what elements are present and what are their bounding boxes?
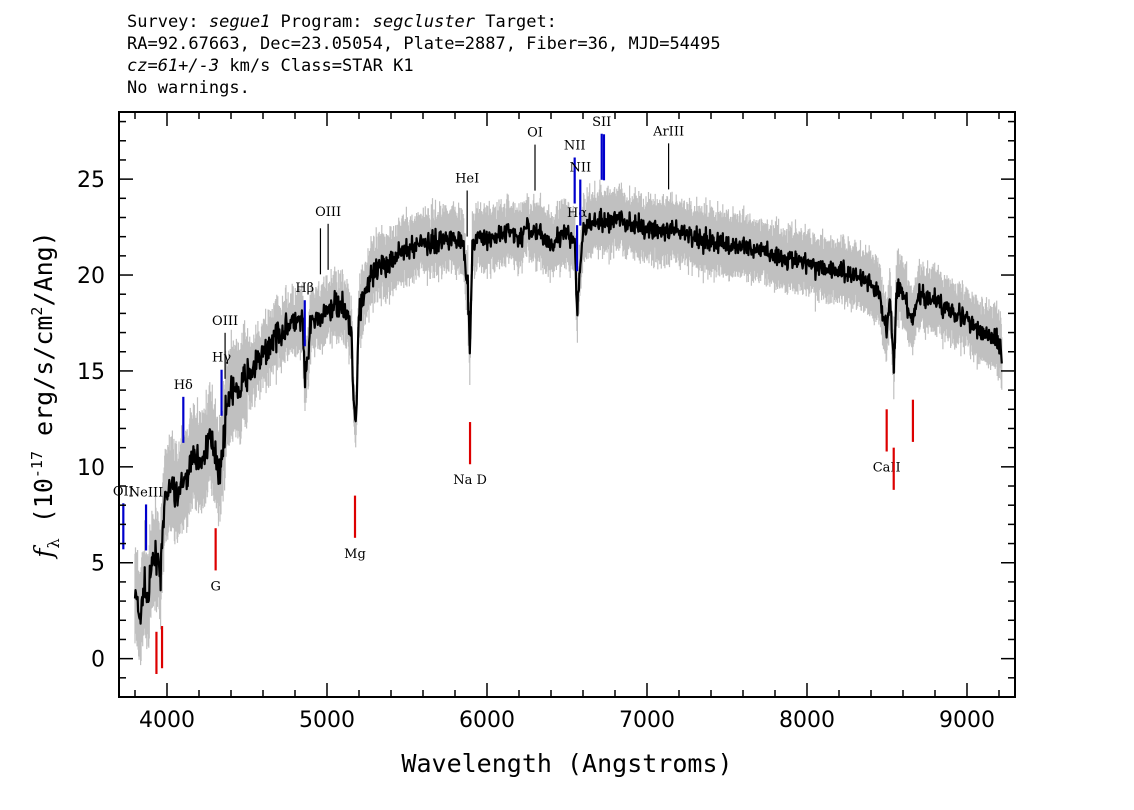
header-line-redshift: cz=61+/-3 km/s Class=STAR K1 bbox=[127, 55, 721, 77]
program-label: Program: bbox=[270, 12, 373, 32]
y-tick-label: 5 bbox=[91, 552, 105, 577]
y-tick-label: 0 bbox=[91, 648, 105, 673]
target-label: Target: bbox=[475, 12, 557, 32]
survey-label: Survey: bbox=[127, 12, 209, 32]
plot-frame bbox=[118, 111, 1016, 698]
header-line-survey: Survey: segue1 Program: segcluster Targe… bbox=[127, 11, 721, 33]
x-tick-label: 7000 bbox=[619, 708, 675, 733]
emission-line-label: SII bbox=[592, 115, 611, 130]
y-axis-label: fλ (10-17 erg/s/cm2/Ang) bbox=[28, 231, 63, 559]
x-tick-label: 5000 bbox=[299, 708, 355, 733]
emission-line-label: NII bbox=[564, 138, 586, 153]
emission-line-label: Hβ bbox=[295, 281, 314, 296]
emission-line-label: Hα bbox=[567, 206, 587, 221]
flux-series bbox=[133, 207, 1003, 625]
error-band bbox=[134, 179, 1003, 666]
spectrum-header: Survey: segue1 Program: segcluster Targe… bbox=[127, 11, 721, 99]
emission-line-label: OI bbox=[527, 126, 543, 141]
emission-line-label: ArIII bbox=[652, 124, 684, 139]
program-value: segcluster bbox=[372, 12, 476, 32]
flux-spectrum bbox=[133, 207, 1003, 625]
y-tick-label: 15 bbox=[77, 360, 105, 385]
emission-line-label: NeIII bbox=[129, 485, 163, 500]
x-tick-label: 4000 bbox=[139, 708, 195, 733]
class-text: km/s Class=STAR K1 bbox=[219, 56, 414, 76]
spectral-line-markers: OIINeIIIHδHγOIIIHβOIIIHeIOINIIHαNIISIIAr… bbox=[113, 115, 915, 674]
header-line-warnings: No warnings. bbox=[127, 78, 250, 98]
y-tick-label: 10 bbox=[77, 456, 105, 481]
header-line-coordinates: RA=92.67663, Dec=23.05054, Plate=2887, F… bbox=[127, 34, 721, 54]
emission-line-label: HeI bbox=[455, 172, 479, 187]
cz-value: cz=61+/-3 bbox=[127, 56, 220, 76]
absorption-line-label: Mg bbox=[344, 547, 366, 562]
y-tick-label: 25 bbox=[77, 168, 105, 193]
emission-line-label: Hδ bbox=[174, 378, 193, 393]
absorption-line-label: G bbox=[210, 579, 220, 594]
absorption-line-label: CaII bbox=[873, 460, 901, 475]
survey-value: segue1 bbox=[208, 12, 271, 32]
emission-line-label: OIII bbox=[212, 314, 238, 329]
x-tick-label: 8000 bbox=[779, 708, 835, 733]
error-spectrum bbox=[134, 179, 1003, 666]
x-tick-label: 9000 bbox=[939, 708, 995, 733]
emission-line-label: OIII bbox=[315, 205, 341, 220]
absorption-line-label: Na D bbox=[453, 473, 487, 488]
emission-line-label: NII bbox=[569, 161, 591, 176]
y-tick-label: 20 bbox=[77, 264, 105, 289]
x-tick-label: 6000 bbox=[459, 708, 515, 733]
emission-line-label: Hγ bbox=[212, 351, 231, 366]
x-axis-label: Wavelength (Angstroms) bbox=[401, 749, 732, 778]
axes: 4000 5000 6000 7000 8000 9000 0 5 10 15 20 25 bbox=[77, 112, 1015, 733]
